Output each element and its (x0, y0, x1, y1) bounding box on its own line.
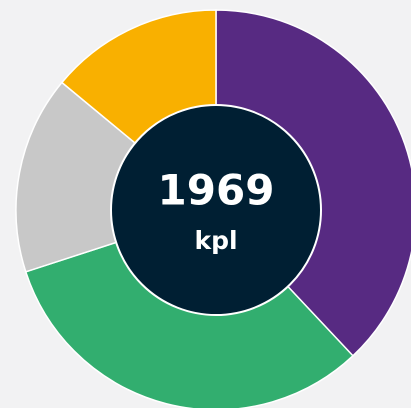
center-disc (110, 104, 322, 316)
center-unit: kpl (194, 226, 237, 255)
center-value: 1969 (158, 166, 275, 215)
